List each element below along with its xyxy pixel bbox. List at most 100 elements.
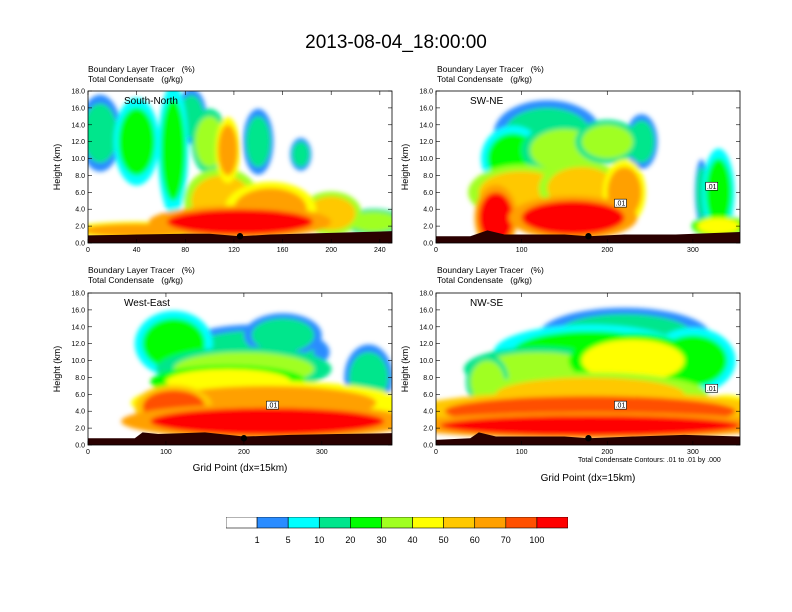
contour-label-text: .01	[616, 201, 626, 208]
y-tick-label: 14.0	[419, 324, 433, 331]
y-tick-label: 4.0	[75, 409, 85, 416]
plot-frame	[435, 90, 741, 244]
figure-title: 2013-08-04_18:00:00	[305, 32, 487, 53]
x-tick-label: 0	[86, 449, 90, 456]
y-tick-label: 6.0	[423, 392, 433, 399]
panel-3-subtitle: Boundary Layer Tracer (%) Total Condensa…	[88, 265, 195, 285]
y-tick-label: 12.0	[419, 341, 433, 348]
contour-label-text: .01	[707, 386, 717, 393]
y-tick-label: 8.0	[75, 173, 85, 180]
x-axis-title-right: Grid Point (dx=15km)	[540, 473, 636, 484]
x-tick-label: 200	[238, 449, 250, 456]
y-tick-label: 12.0	[419, 139, 433, 146]
x-tick-label: 160	[277, 247, 289, 254]
contour-label: Total Condensate	[437, 275, 504, 285]
plot-frame	[87, 90, 393, 244]
x-tick-label: 200	[601, 247, 613, 254]
panel-label: SW-NE	[470, 96, 503, 107]
y-tick-label: 18.0	[419, 89, 433, 96]
x-tick-label: 300	[687, 247, 699, 254]
x-tick-label: 100	[516, 449, 528, 456]
terrain	[88, 432, 392, 445]
contour-label-text: .01	[707, 184, 717, 191]
x-tick-label: 100	[516, 247, 528, 254]
y-tick-label: 2.0	[423, 224, 433, 231]
y-tick-label: 0.0	[423, 241, 433, 248]
contour-label-box	[614, 400, 627, 410]
contour-label: Total Condensate	[88, 74, 155, 84]
location-marker	[240, 435, 248, 442]
field-blob	[521, 200, 625, 235]
colorbar-swatch	[381, 517, 413, 529]
field-blob	[705, 158, 732, 227]
field-blob	[218, 124, 238, 176]
field-blob	[150, 407, 385, 435]
panel-label: South-North	[124, 96, 178, 107]
contour-units: (g/kg)	[161, 74, 183, 84]
y-tick-label: 0.0	[75, 241, 85, 248]
y-tick-label: 10.0	[71, 156, 85, 163]
colorbar-label: 30	[376, 535, 387, 545]
field-blob	[697, 217, 740, 235]
y-tick-label: 18.0	[419, 291, 433, 298]
colorbar-swatch	[318, 517, 351, 529]
colorbar-label: 5	[285, 535, 291, 545]
colorbar-label: 70	[500, 535, 511, 545]
colorbar-label: 40	[407, 535, 418, 545]
contour-label-text: .01	[268, 403, 278, 410]
contour-label: Total Condensate	[437, 74, 504, 84]
y-tick-label: 16.0	[419, 105, 433, 112]
variable-label: Boundary Layer Tracer	[437, 64, 524, 74]
colorbar-swatch	[256, 517, 289, 529]
panel-south-north: South-North 0.0 2.0 4.0 6.0 8.0 10.0 12.0 14.0 16…	[52, 89, 393, 254]
contour-label-box	[705, 383, 718, 393]
variable-units: (%)	[181, 64, 195, 74]
contour-label-text: .01	[616, 403, 626, 410]
y-tick-label: 2.0	[75, 426, 85, 433]
y-tick-label: 16.0	[71, 307, 85, 314]
field-blob	[246, 116, 271, 167]
colorbar-label: 10	[314, 535, 325, 545]
x-tick-label: 0	[434, 449, 438, 456]
y-tick-label: 16.0	[419, 307, 433, 314]
contour-units: (g/kg)	[510, 275, 532, 285]
x-tick-label: 300	[687, 449, 699, 456]
panel-4-subtitle: Boundary Layer Tracer (%) Total Condensa…	[437, 265, 544, 285]
location-marker	[585, 233, 592, 240]
y-tick-label: 18.0	[71, 89, 85, 96]
x-tick-label: 40	[133, 247, 141, 254]
y-tick-label: 8.0	[423, 173, 433, 180]
y-tick-label: 10.0	[419, 156, 433, 163]
variable-units: (%)	[181, 265, 195, 275]
y-axis-title: Height (km)	[400, 144, 410, 191]
x-tick-label: 200	[325, 247, 337, 254]
x-tick-label: 240	[374, 247, 386, 254]
y-tick-label: 8.0	[423, 375, 433, 382]
y-tick-label: 12.0	[71, 341, 85, 348]
y-tick-label: 14.0	[419, 122, 433, 129]
colorbar-swatch	[474, 517, 507, 529]
y-tick-label: 6.0	[423, 190, 433, 197]
colorbar	[226, 517, 568, 529]
contour-label-box	[266, 400, 279, 410]
panel-1-subtitle: Boundary Layer Tracer (%) Total Condensa…	[88, 64, 195, 84]
x-tick-label: 0	[434, 247, 438, 254]
y-tick-label: 6.0	[75, 190, 85, 197]
colorbar-label: 100	[529, 535, 545, 545]
y-tick-label: 12.0	[71, 139, 85, 146]
plot-frame	[87, 292, 393, 446]
colorbar-label: 50	[438, 535, 449, 545]
location-marker	[236, 233, 244, 240]
y-tick-label: 8.0	[75, 375, 85, 382]
y-axis-title: Height (km)	[52, 144, 62, 191]
panel-label: West-East	[124, 298, 170, 309]
field-blob	[440, 415, 740, 436]
field-blob	[118, 107, 155, 176]
colorbar-swatch	[350, 517, 382, 529]
y-tick-label: 4.0	[75, 207, 85, 214]
panel-2-subtitle: Boundary Layer Tracer (%) Total Condensa…	[437, 64, 544, 84]
field-blob	[88, 103, 118, 163]
x-tick-label: 0	[86, 247, 90, 254]
variable-label: Boundary Layer Tracer	[88, 64, 175, 74]
y-tick-label: 14.0	[71, 122, 85, 129]
